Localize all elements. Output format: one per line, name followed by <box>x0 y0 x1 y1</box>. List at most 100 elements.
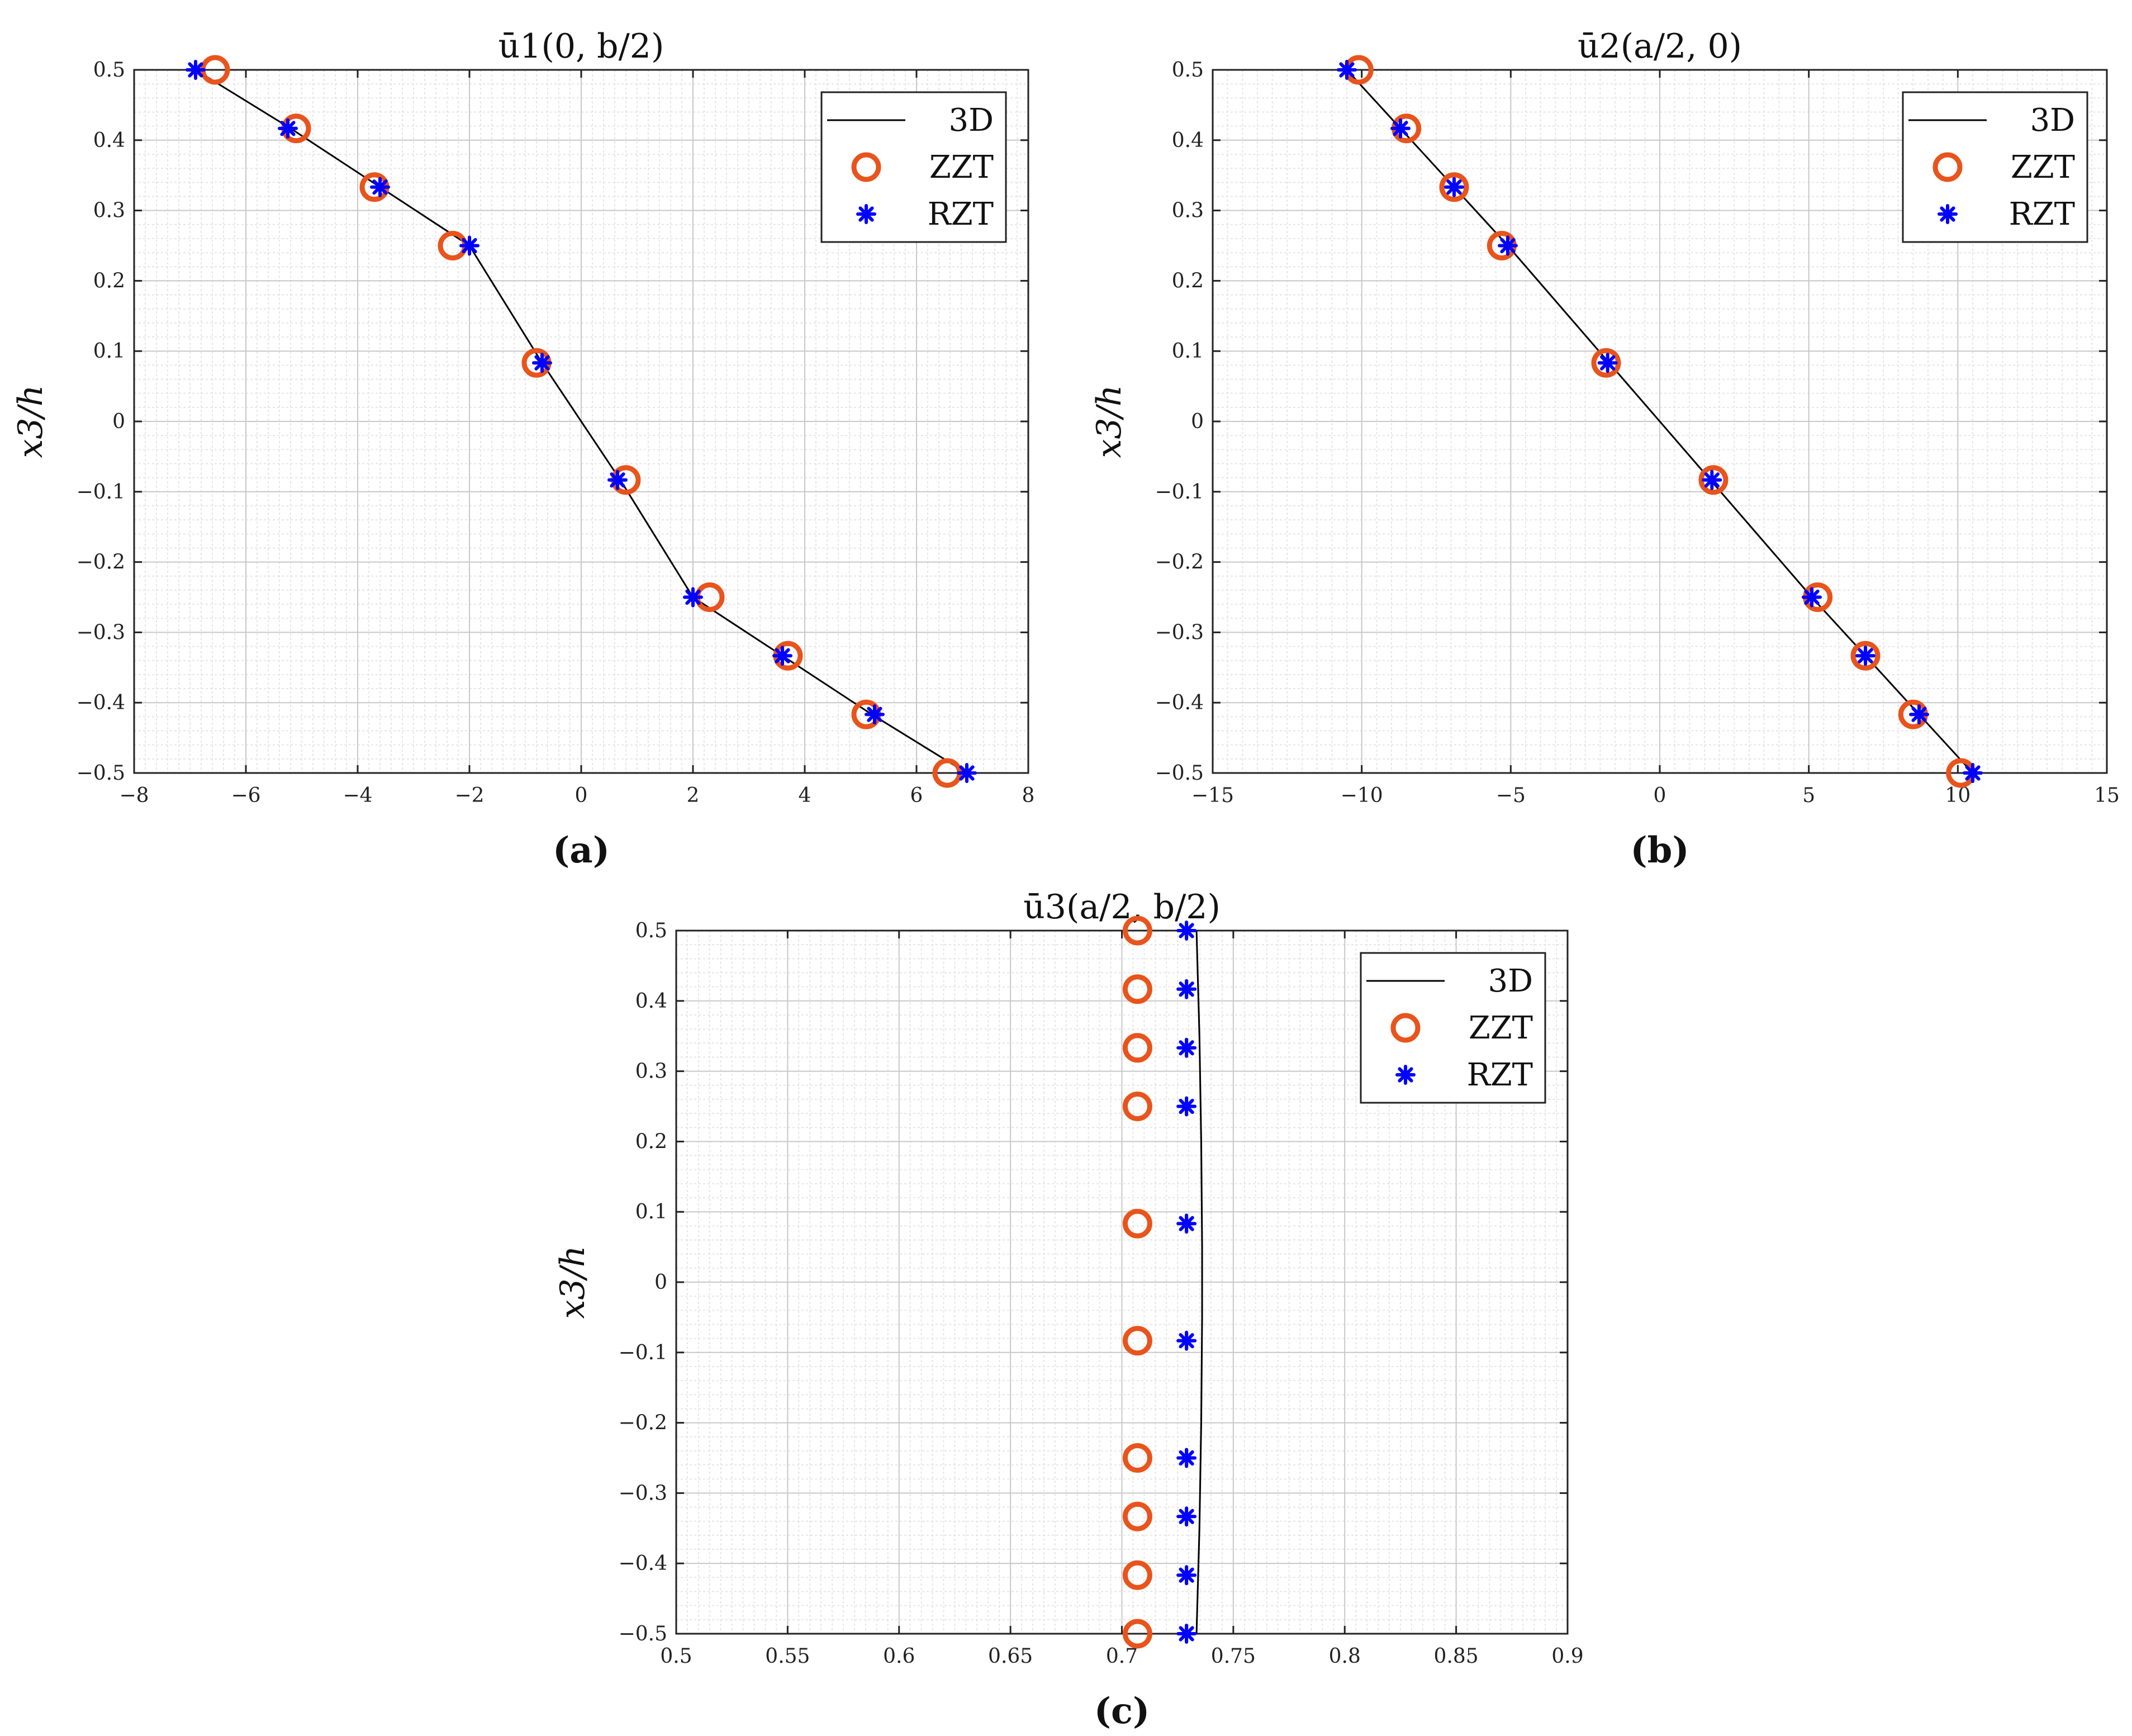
x-tick-label: 0.6 <box>883 1645 915 1668</box>
series-rzt <box>1337 60 1983 783</box>
rzt-point <box>1176 1037 1197 1058</box>
series-3d <box>195 69 967 774</box>
x-tick-label: −10 <box>1341 784 1383 807</box>
rzt-point <box>1909 704 1929 725</box>
zzt-point <box>1122 1560 1152 1590</box>
zzt-point <box>1122 1033 1152 1063</box>
zzt-point <box>1122 1501 1152 1531</box>
y-tick-label: −0.2 <box>1155 551 1204 574</box>
chart-title: ū3(a/2, b/2) <box>1023 888 1221 927</box>
y-tick-label: 0.3 <box>1172 200 1204 222</box>
y-tick-label: −0.3 <box>77 621 125 644</box>
legend: 3D ZZT RZT <box>1902 91 2088 243</box>
rzt-point <box>683 587 703 608</box>
y-tick-label: 0.2 <box>1172 269 1204 292</box>
rzt-point <box>532 353 552 373</box>
x-tick-label: 0.7 <box>1106 1645 1138 1668</box>
rzt-point <box>1855 646 1875 666</box>
rzt-point <box>1702 469 1722 490</box>
y-tick-label: −0.5 <box>77 762 125 785</box>
zzt-point <box>1850 641 1881 671</box>
rzt-point <box>772 646 792 666</box>
y-tick-label: −0.2 <box>619 1412 667 1435</box>
zzt-point <box>1122 1092 1152 1121</box>
zzt-point <box>1698 465 1729 495</box>
ticks: −8 −6 −4 −2 0 2 4 6 8 −0.5 −0.4 −0.3 −0.2 −0.1 0 0.1 0.2… <box>77 59 1035 807</box>
rzt-point <box>278 118 298 139</box>
chart-panel-b: −15 −10 −5 0 5 10 15 −0.5 −0.4 −0.3 −0.2 −0.1 0 0.1 0.… <box>1090 27 2120 871</box>
chart-panel-c: 0.5 0.55 0.6 0.65 0.7 0.75 0.8 0.85 0.9 −0.5 −0.4 −… <box>553 888 1584 1732</box>
x-tick-label: 15 <box>2094 784 2120 807</box>
x-tick-label: 4 <box>799 784 811 807</box>
x-tick-label: 6 <box>910 784 923 807</box>
chart-title: ū2(a/2, 0) <box>1578 27 1742 66</box>
y-axis-label: x3/h <box>553 1246 592 1319</box>
legend-label: ZZT <box>1469 1010 1533 1046</box>
rzt-point <box>1337 60 1357 80</box>
x-tick-label: 10 <box>1945 784 1970 807</box>
line-3d <box>1346 69 1974 774</box>
rzt-point <box>1176 921 1197 941</box>
y-tick-label: 0.3 <box>93 200 125 222</box>
x-tick-label: 0.65 <box>988 1645 1033 1668</box>
chart-title: ū1(0, b/2) <box>498 27 664 66</box>
rzt-point <box>1176 1213 1197 1234</box>
y-tick-label: 0.4 <box>1172 129 1204 152</box>
x-tick-label: 2 <box>687 784 700 807</box>
y-axis-label: x3/h <box>1090 385 1129 458</box>
series-zzt <box>1122 916 1152 1649</box>
legend-label: 3D <box>2030 102 2075 139</box>
zzt-point <box>1122 1208 1152 1239</box>
legend-star-swatch <box>856 204 876 224</box>
y-tick-label: −0.4 <box>619 1552 667 1575</box>
x-tick-label: 0.55 <box>765 1645 810 1668</box>
y-tick-label: −0.2 <box>77 551 125 574</box>
rzt-point <box>1390 118 1411 139</box>
y-tick-label: 0.2 <box>635 1130 667 1153</box>
zzt-point <box>1122 1443 1152 1473</box>
rzt-point <box>607 469 628 490</box>
chart-panel-a: −8 −6 −4 −2 0 2 4 6 8 −0.5 −0.4 −0.3 −0.2 −0.1 0 0.1 0.2… <box>11 27 1034 871</box>
legend-star-swatch <box>1938 204 1958 224</box>
x-tick-label: −2 <box>454 784 484 807</box>
legend-circle-swatch <box>851 152 881 182</box>
y-tick-label: −0.3 <box>619 1482 667 1505</box>
y-tick-label: 0.5 <box>1172 59 1204 82</box>
rzt-point <box>1176 1448 1197 1468</box>
rzt-point <box>1176 1330 1197 1351</box>
x-tick-label: 0.5 <box>660 1645 692 1668</box>
rzt-point <box>459 235 479 256</box>
rzt-point <box>1963 763 1983 783</box>
ticks: 0.5 0.55 0.6 0.65 0.7 0.75 0.8 0.85 0.9 −0.5 −0.4 −… <box>619 919 1584 1668</box>
y-tick-label: −0.5 <box>619 1623 667 1645</box>
legend-circle-swatch <box>1390 1013 1421 1043</box>
rzt-point <box>1176 979 1197 999</box>
zzt-point <box>1122 974 1152 1004</box>
legend-star-swatch <box>1395 1065 1416 1085</box>
line-3d <box>1195 930 1203 1634</box>
rzt-point <box>1802 587 1822 608</box>
y-tick-label: −0.4 <box>77 691 125 714</box>
x-tick-label: −8 <box>119 784 149 807</box>
rzt-point <box>957 763 977 783</box>
series-3d <box>1346 69 1974 774</box>
legend-label: ZZT <box>929 149 994 186</box>
legend-label: RZT <box>1467 1057 1533 1093</box>
x-tick-label: −15 <box>1191 784 1234 807</box>
x-tick-label: −5 <box>1496 784 1526 807</box>
series-rzt <box>1176 921 1197 1644</box>
zzt-point <box>1122 916 1152 946</box>
zzt-point <box>1591 348 1621 378</box>
x-tick-label: 8 <box>1022 784 1035 807</box>
rzt-point <box>370 177 390 197</box>
y-tick-label: −0.1 <box>77 481 125 504</box>
y-tick-label: 0 <box>112 410 125 433</box>
x-tick-label: 0 <box>1654 784 1666 807</box>
y-tick-label: −0.5 <box>1155 762 1204 785</box>
zzt-point <box>1122 1326 1152 1356</box>
y-tick-label: 0.5 <box>635 919 667 942</box>
y-tick-label: 0.5 <box>93 59 125 82</box>
x-tick-label: 0 <box>575 784 588 807</box>
legend-label: 3D <box>1488 963 1533 999</box>
legend: 3D ZZT RZT <box>1360 952 1546 1104</box>
